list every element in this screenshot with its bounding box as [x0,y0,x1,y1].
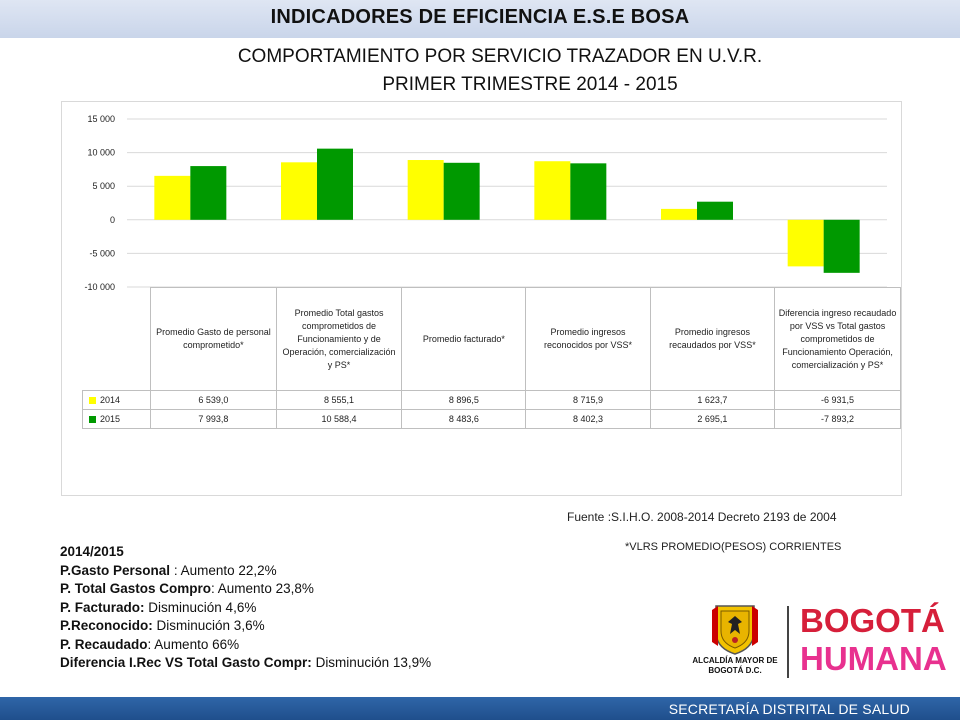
data-label: 8 715,9 [525,390,651,410]
bar-2014-5 [787,219,824,267]
summary-item-label: Diferencia I.Rec VS Total Gasto Compr: [60,655,312,670]
category-label: Promedio facturado* [401,287,527,391]
summary-item-text: : Aumento 22,2% [170,562,277,578]
summary-item: P.Gasto Personal : Aumento 22,2% [60,562,431,581]
data-label: 8 555,1 [275,390,403,410]
summary-item-text: Disminución 13,9% [311,655,432,670]
values-note: *VLRS PROMEDIO(PESOS) CORRIENTES [625,541,842,553]
summary-item-label: P. Facturado: [60,599,145,615]
bar-2014-1 [281,162,317,220]
footer-text: SECRETARÍA DISTRITAL DE SALUD [668,701,910,717]
legend-swatch [89,396,96,404]
bar-2014-3 [534,161,571,220]
data-label: 6 539,0 [150,390,277,410]
summary-block: 2014/2015 P.Gasto Personal : Aumento 22,… [60,543,431,673]
data-label: 10 588,4 [275,409,403,429]
bogota-logo-line2: HUMANA [800,640,947,677]
data-label: 2 695,1 [649,409,776,429]
chart-bars [154,148,860,273]
category-label: Promedio Total gastos comprometidos de F… [275,287,403,391]
y-tick-label: 15 000 [87,114,115,124]
legend-label: 2015 [100,413,121,424]
summary-item-label: P. Recaudado [60,636,148,652]
summary-item: P. Total Gastos Compro: Aumento 23,8% [60,580,431,599]
page-title: INDICADORES DE EFICIENCIA E.S.E BOSA [270,6,690,28]
chart-subtitle-line1: COMPORTAMIENTO POR SERVICIO TRAZADOR EN … [237,46,763,67]
bar-2015-0 [190,166,227,220]
summary-item-text: Disminución 3,6% [152,618,265,633]
bar-2014-4 [661,208,697,220]
footer-bar: SECRETARÍA DISTRITAL DE SALUD [0,697,960,720]
header-bar [0,0,960,38]
summary-item: Diferencia I.Rec VS Total Gasto Compr: D… [60,654,431,673]
summary-list: P.Gasto Personal : Aumento 22,2% P. Total… [60,562,431,673]
data-label: 8 896,5 [401,390,527,410]
bogota-logo-line1: BOGOTÁ [800,602,945,639]
category-label: Diferencia ingreso recaudado por VSS vs … [774,287,901,391]
chart-frame: -10 000 -5 000 0 5 000 10 000 15 000 Promedio… [61,101,902,496]
bar-2015-2 [443,162,480,220]
data-table-row: 2014 6 539,0 8 555,1 8 896,5 8 715,9 1 623,7-… [81,390,901,410]
y-tick-label: 5 000 [92,181,115,191]
legend-entry: 2014 [81,390,152,410]
bar-2014-0 [154,175,191,220]
bar-2014-2 [407,160,444,220]
summary-item-text: : Aumento 66% [147,636,240,652]
alcaldia-logo-text: ALCALDÍA MAYOR DE BOGOTÁ D.C. [692,656,778,675]
data-label: -7 893,2 [774,409,901,429]
source-note: Fuente :S.I.H.O. 2008-2014 Decreto 2193 … [567,510,837,524]
data-table-row: 2015 7 993,8 10 588,4 8 483,6 8 402,3 2 695,1… [81,409,901,429]
y-axis-ticks: -10 000 -5 000 0 5 000 10 000 15 000 [84,114,115,292]
chart-subtitle-line2: PRIMER TRIMESTRE 2014 - 2015 [382,74,678,95]
legend-label: 2014 [100,394,121,405]
logo-area: ALCALDÍA MAYOR DE BOGOTÁ D.C. BOGOTÁ HUM… [690,600,947,682]
summary-item-text: Disminución 4,6% [144,599,257,615]
category-label: Promedio Gasto de personal comprometido* [150,287,277,391]
chart-data-table: Promedio Gasto de personal comprometido*… [81,287,901,429]
data-table-header-row: Promedio Gasto de personal comprometido*… [82,287,901,391]
bar-2015-5 [823,219,860,273]
logo-divider [787,606,789,678]
summary-item-text: : Aumento 23,8% [211,581,314,596]
legend-entry: 2015 [81,409,152,429]
chart-gridlines [127,118,887,288]
y-tick-label: -5 000 [89,248,115,258]
summary-item: P. Recaudado: Aumento 66% [60,636,431,655]
y-tick-label: 10 000 [87,148,115,158]
data-table-corner [82,287,152,391]
summary-heading: 2014/2015 [60,544,124,559]
bar-2015-1 [317,148,353,220]
legend-swatch [89,415,96,423]
data-label: 8 483,6 [401,409,527,429]
data-label: 7 993,8 [150,409,277,429]
y-tick-label: 0 [110,215,115,225]
data-label: -6 931,5 [774,390,901,410]
y-tick-label: -10 000 [84,282,115,292]
summary-item: P.Reconocido: Disminución 3,6% [60,617,431,636]
summary-item-label: P.Gasto Personal [60,562,171,578]
data-label: 1 623,7 [649,390,776,410]
summary-item-label: P.Reconocido: [60,618,153,633]
bar-chart: -10 000 -5 000 0 5 000 10 000 15 000 [84,114,887,292]
summary-item-label: P. Total Gastos Compro [60,581,212,596]
summary-item: P. Facturado: Disminución 4,6% [60,599,431,618]
category-label: Promedio ingresos reconocidos por VSS* [525,287,651,391]
bar-2015-3 [570,163,607,220]
data-label: 8 402,3 [525,409,651,429]
bogota-coat-of-arms-icon [712,605,758,655]
category-label: Promedio ingresos recaudados por VSS* [649,287,776,391]
bar-2015-4 [697,201,733,220]
